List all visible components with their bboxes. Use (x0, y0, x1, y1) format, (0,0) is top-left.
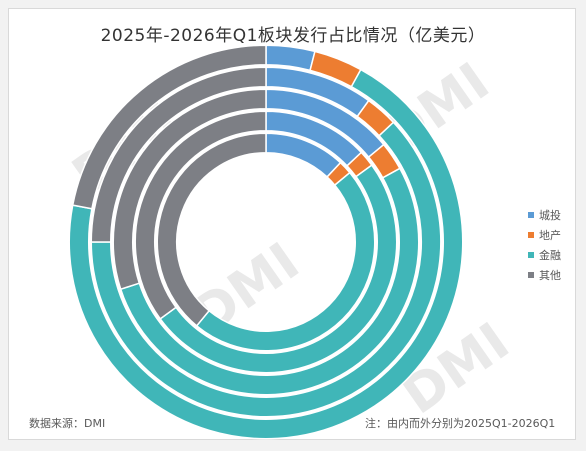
legend-swatch (528, 272, 534, 278)
legend: 城投 地产 金融 其他 (528, 205, 561, 285)
legend-item: 金融 (528, 245, 561, 265)
legend-swatch (528, 252, 534, 258)
chart-card: DMI DMI DMI DMI 2025年-2026年Q1板块发行占比情况（亿美… (8, 8, 576, 440)
legend-swatch (528, 232, 534, 238)
legend-label: 地产 (539, 229, 561, 242)
legend-label: 其他 (539, 269, 561, 282)
ring-2026Q1-segment-其他 (71, 44, 267, 210)
chart-title: 2025年-2026年Q1板块发行占比情况（亿美元） (100, 26, 486, 46)
ring-2026Q1-segment-金融 (68, 68, 464, 440)
ring-2025Q4-segment-其他 (90, 66, 267, 243)
ring-order-note: 注：由内而外分别为2025Q1-2026Q1 (365, 417, 556, 430)
legend-item: 地产 (528, 225, 561, 245)
ring-2026Q1-segment-城投 (265, 44, 316, 72)
source-note: 数据来源：DMI (29, 417, 106, 430)
ring-2025Q1-segment-其他 (156, 132, 267, 327)
legend-item: 其他 (528, 265, 561, 285)
legend-swatch (528, 212, 534, 218)
legend-label: 金融 (539, 249, 561, 262)
ring-2025Q3-segment-其他 (112, 88, 267, 291)
legend-item: 城投 (528, 205, 561, 225)
ring-2025Q2-segment-其他 (134, 110, 267, 320)
donut-chart (68, 44, 464, 440)
legend-label: 城投 (539, 209, 561, 222)
